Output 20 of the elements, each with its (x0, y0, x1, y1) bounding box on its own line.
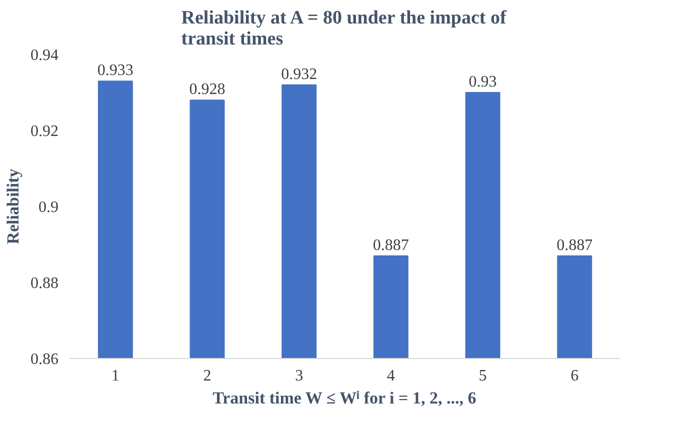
chart-title: Reliability at A = 80 under the impact of transit times (181, 8, 507, 50)
x-axis-title: Transit time W ≤ Wⁱ for i = 1, 2, ..., 6 (212, 388, 476, 408)
x-tick-label: 5 (478, 368, 487, 384)
x-tick-label: 3 (295, 368, 304, 384)
y-tick-label: 0.88 (30, 275, 58, 292)
data-label: 0.887 (556, 236, 593, 254)
y-tick-label: 0.92 (30, 123, 58, 140)
x-tick-label: 1 (111, 368, 120, 384)
y-tick-label: 0.94 (30, 47, 58, 64)
data-label: 0.933 (97, 62, 134, 80)
x-tick-label: 6 (570, 368, 579, 384)
data-label: 0.887 (372, 236, 409, 254)
y-axis-title: Reliability (4, 168, 22, 244)
data-label: 0.932 (281, 66, 318, 83)
x-tick-label: 4 (386, 368, 395, 384)
y-tick-label: 0.9 (38, 199, 58, 216)
data-label: 0.93 (468, 74, 497, 90)
x-tick-label: 2 (203, 368, 212, 384)
y-tick-label: 0.86 (30, 351, 58, 368)
data-label: 0.928 (189, 81, 226, 98)
